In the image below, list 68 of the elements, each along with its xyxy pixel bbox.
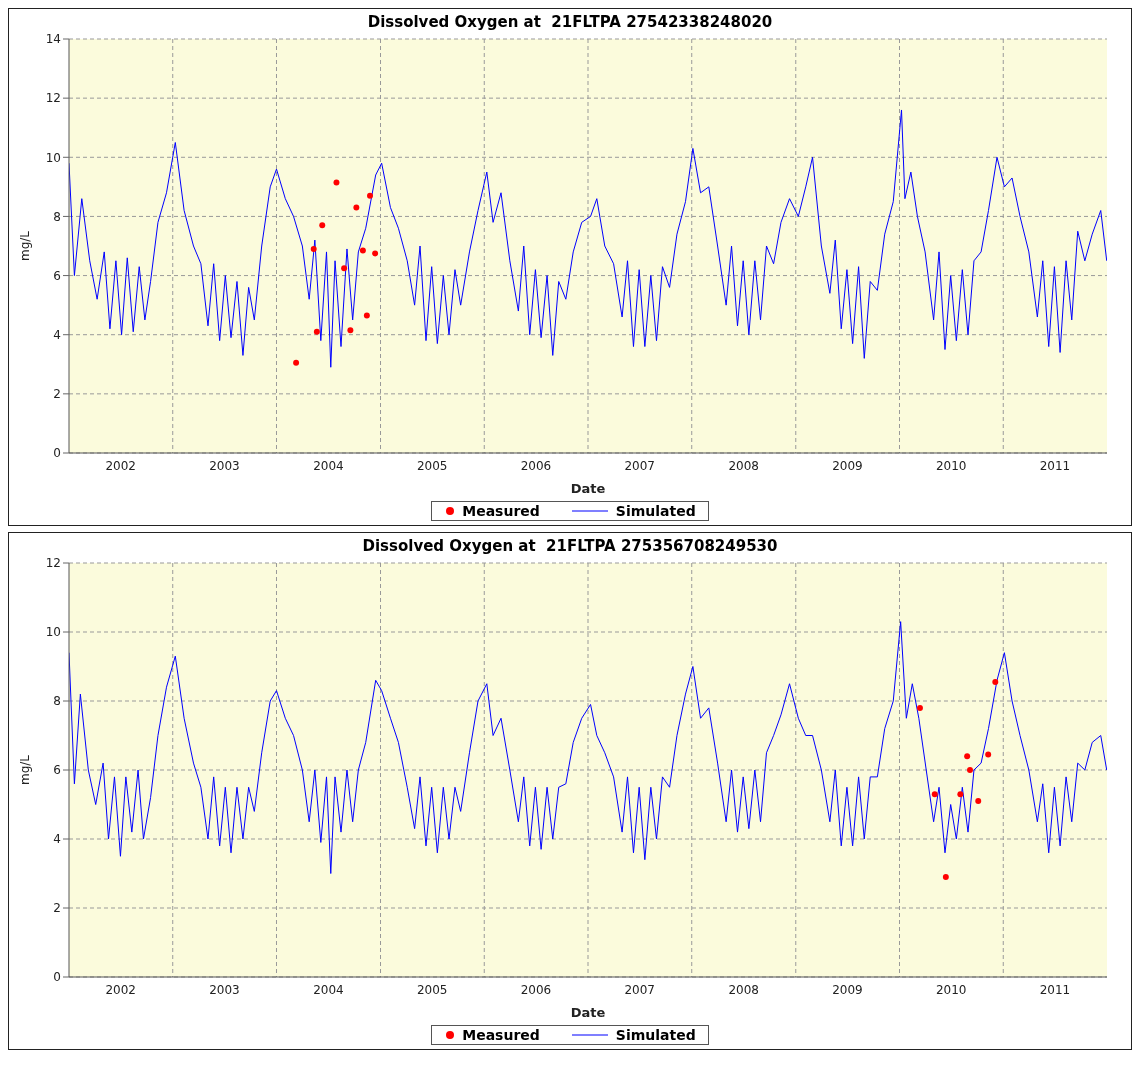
point — [319, 222, 326, 229]
y-tick-label: 4 — [53, 832, 61, 847]
chart-title: Dissolved Oxygen at 21FLTPA 27542338248020 — [366, 13, 774, 31]
y-tick-label: 8 — [53, 209, 61, 224]
y-tick-label: 14 — [45, 32, 61, 47]
x-tick-label: 2011 — [1039, 458, 1071, 473]
point — [957, 791, 964, 798]
y-tick-label: 4 — [53, 327, 61, 342]
y-tick-label: 6 — [53, 763, 61, 778]
point — [353, 204, 360, 211]
x-tick-label: 2004 — [313, 458, 344, 473]
point — [347, 327, 354, 334]
point — [985, 751, 992, 758]
point — [367, 192, 373, 199]
y-tick-label: 2 — [53, 901, 61, 916]
point — [293, 359, 300, 366]
x-tick-label: 2002 — [105, 458, 136, 473]
legend-label: Measured — [462, 1027, 540, 1043]
x-tick-label: 2003 — [209, 982, 240, 997]
x-tick-label: 2006 — [520, 982, 552, 997]
x-tick-label: 2009 — [832, 982, 863, 997]
point — [372, 250, 379, 257]
point — [341, 265, 348, 272]
y-tick-label: 10 — [45, 150, 61, 165]
y-tick-label: 0 — [53, 446, 61, 461]
chart-title: Dissolved Oxygen at 21FLTPA 275356708249530 — [361, 537, 779, 555]
y-tick-label: 10 — [45, 625, 61, 640]
legend-label: Measured — [462, 503, 540, 519]
point — [967, 767, 973, 773]
x-tick-label: 2008 — [728, 982, 760, 997]
point — [992, 679, 999, 685]
y-tick-label: 2 — [53, 387, 61, 402]
x-tick-label: 2010 — [935, 458, 967, 473]
y-tick-label: 12 — [45, 91, 61, 106]
point — [964, 753, 971, 760]
point — [975, 798, 982, 805]
point — [916, 704, 923, 711]
x-tick-label: 2005 — [416, 982, 448, 997]
y-axis-title: mg/L — [18, 754, 33, 786]
legend-label: Simulated — [615, 1027, 696, 1043]
point — [931, 791, 938, 798]
y-tick-label: 12 — [45, 556, 61, 571]
x-tick-label: 2010 — [935, 982, 967, 997]
y-axis-title: mg/L — [18, 230, 33, 262]
point — [310, 245, 317, 252]
y-tick-label: 0 — [53, 970, 61, 985]
y-tick-label: 8 — [53, 694, 61, 709]
x-axis-title: Date — [570, 1005, 606, 1020]
point — [313, 328, 320, 335]
point — [333, 179, 340, 186]
x-tick-label: 2007 — [624, 458, 655, 473]
x-tick-label: 2002 — [105, 982, 136, 997]
x-tick-label: 2005 — [416, 458, 448, 473]
point — [363, 312, 370, 319]
x-tick-label: 2011 — [1039, 982, 1071, 997]
point — [359, 247, 366, 254]
x-tick-label: 2007 — [624, 982, 655, 997]
x-tick-label: 2003 — [209, 458, 240, 473]
point — [942, 873, 949, 880]
x-tick-label: 2006 — [520, 458, 552, 473]
legend-label: Simulated — [615, 503, 696, 519]
x-axis-title: Date — [570, 481, 606, 496]
y-tick-label: 6 — [53, 268, 61, 283]
x-tick-label: 2009 — [832, 458, 863, 473]
x-tick-label: 2008 — [728, 458, 760, 473]
line-series — [69, 621, 1107, 874]
x-tick-label: 2004 — [313, 982, 344, 997]
line-series — [69, 109, 1107, 368]
